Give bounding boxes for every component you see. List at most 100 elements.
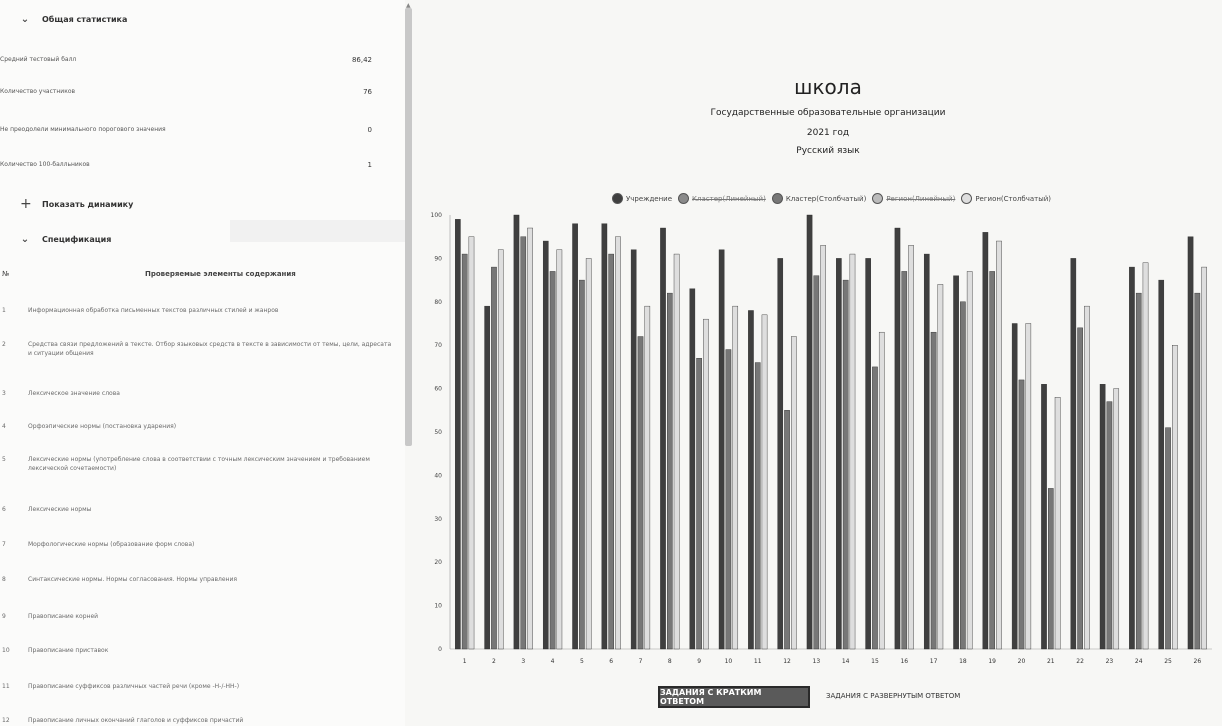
chart-subtitle: Государственные образовательные организа… xyxy=(710,108,946,118)
specification-section-header[interactable]: ⌄ Спецификация xyxy=(20,234,112,245)
x-tick-label: 23 xyxy=(1106,658,1114,665)
x-tick-label: 17 xyxy=(930,658,938,665)
y-tick-label: 40 xyxy=(434,472,442,479)
show-dynamics-toggle[interactable]: + Показать динамику xyxy=(20,196,133,212)
y-tick-label: 60 xyxy=(434,386,442,393)
legend-swatch xyxy=(872,193,884,204)
chart-year: 2021 год xyxy=(806,128,850,138)
bar xyxy=(637,336,644,650)
bar xyxy=(820,245,826,650)
stat-label: Не преодолели минимального порогового зн… xyxy=(0,126,166,133)
bar xyxy=(748,310,754,650)
stat-label: Количество 100-балльников xyxy=(0,161,90,168)
spec-item-text: Лексическое значение слова xyxy=(28,390,120,397)
general-stats-title: Общая статистика xyxy=(42,15,128,24)
legend-swatch xyxy=(678,193,690,204)
stat-value: 76 xyxy=(363,88,372,96)
bar xyxy=(1048,488,1054,650)
x-tick-label: 26 xyxy=(1194,658,1202,665)
bar xyxy=(1158,279,1165,650)
bar xyxy=(572,223,578,650)
spec-number-header: № xyxy=(2,270,10,278)
bar xyxy=(930,331,937,650)
bar xyxy=(865,258,871,650)
bar xyxy=(484,305,490,650)
spec-item-text: Информационная обработка письменных текс… xyxy=(28,307,279,314)
legend-item[interactable]: Кластер(Линейный) xyxy=(678,193,766,204)
spec-item-text: Морфологические нормы (образование форм … xyxy=(28,541,195,548)
x-tick-label: 11 xyxy=(754,658,762,665)
x-tick-label: 1 xyxy=(463,658,467,665)
legend-item[interactable]: Кластер(Столбчатый) xyxy=(771,193,867,204)
bar xyxy=(549,271,556,650)
x-tick-label: 7 xyxy=(639,658,643,665)
scroll-up-icon[interactable]: ▲ xyxy=(406,2,411,9)
short-answer-tasks-button[interactable]: ЗАДАНИЯ С КРАТКИМ ОТВЕТОМ xyxy=(658,686,810,708)
spec-item-number: 1 xyxy=(2,307,6,314)
legend-label: Кластер(Столбчатый) xyxy=(785,194,867,203)
bar xyxy=(579,279,585,650)
legend-item[interactable]: Регион(Столбчатый) xyxy=(961,193,1051,204)
x-tick-label: 9 xyxy=(697,658,701,665)
general-stats-section-header[interactable]: ⌄ Общая статистика xyxy=(20,14,128,25)
x-tick-label: 6 xyxy=(609,658,613,665)
bar xyxy=(894,227,901,650)
legend-swatch xyxy=(961,193,973,204)
spec-item-text: Правописание приставок xyxy=(28,647,109,654)
x-tick-label: 18 xyxy=(959,658,967,665)
bar xyxy=(953,275,959,650)
plus-icon: + xyxy=(20,196,32,212)
extended-answer-tasks-button[interactable]: ЗАДАНИЯ С РАЗВЕРНУТЫМ ОТВЕТОМ xyxy=(826,692,961,700)
bar xyxy=(725,349,732,650)
bar xyxy=(761,314,768,650)
bar xyxy=(673,253,680,650)
stat-value: 0 xyxy=(367,126,372,134)
bar xyxy=(608,253,614,650)
legend-item[interactable]: Учреждение xyxy=(612,193,672,204)
y-tick-label: 30 xyxy=(434,516,442,523)
x-tick-label: 4 xyxy=(551,658,555,665)
bar xyxy=(813,275,820,650)
x-tick-label: 10 xyxy=(725,658,733,665)
x-tick-label: 14 xyxy=(842,658,850,665)
bar xyxy=(1135,292,1142,650)
x-tick-label: 19 xyxy=(988,658,996,665)
bar xyxy=(754,362,761,650)
y-tick-label: 80 xyxy=(434,299,442,306)
bar xyxy=(777,258,784,650)
spec-item-text: Правописание личных окончаний глаголов и… xyxy=(28,717,244,724)
bar xyxy=(1070,258,1077,650)
bar xyxy=(556,249,563,650)
x-tick-label: 8 xyxy=(668,658,672,665)
x-tick-label: 20 xyxy=(1018,658,1026,665)
spec-item-text: Средства связи предложений в тексте. Отб… xyxy=(28,341,392,357)
x-tick-label: 24 xyxy=(1135,658,1143,665)
spec-item-number: 4 xyxy=(2,423,6,430)
bar xyxy=(542,240,549,650)
y-tick-label: 10 xyxy=(434,603,442,610)
bar xyxy=(1187,236,1194,650)
x-tick-label: 2 xyxy=(492,658,496,665)
legend-label: Регион(Столбчатый) xyxy=(975,194,1052,203)
bar xyxy=(1084,305,1090,650)
bar xyxy=(455,219,461,650)
bar xyxy=(1165,427,1171,650)
bar xyxy=(1041,384,1047,650)
bar xyxy=(1077,327,1083,650)
bar xyxy=(585,258,592,650)
chevron-down-icon: ⌄ xyxy=(20,234,30,245)
spec-item-number: 6 xyxy=(2,506,6,513)
spec-item-number: 9 xyxy=(2,613,6,620)
bar xyxy=(1025,323,1032,650)
spec-item-text: Правописание корней xyxy=(28,613,99,620)
legend-swatch xyxy=(771,193,783,204)
y-tick-label: 20 xyxy=(434,559,442,566)
x-tick-label: 15 xyxy=(871,658,879,665)
bar xyxy=(667,292,673,650)
spec-item-number: 3 xyxy=(2,390,6,397)
spec-item-number: 7 xyxy=(2,541,6,548)
scrollbar[interactable] xyxy=(405,8,412,446)
legend-item[interactable]: Регион(Линейный) xyxy=(872,193,955,204)
bar xyxy=(1201,266,1207,650)
bar xyxy=(732,305,739,650)
